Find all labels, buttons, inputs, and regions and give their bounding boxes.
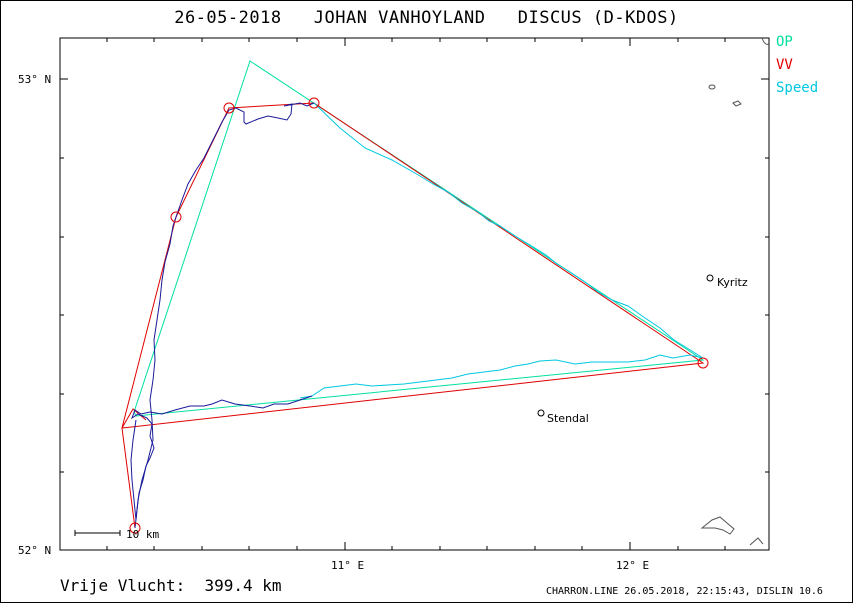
map-title: 26-05-2018 JOHAN VANHOYLAND DISCUS (D-KD… (174, 8, 679, 28)
scale-bar-label: 10 km (126, 528, 159, 541)
speed-track (299, 102, 704, 399)
town-markers: Kyritz Stendal (537, 274, 748, 425)
right-ticks (761, 78, 769, 551)
town-label-stendal: Stendal (547, 412, 589, 425)
vv-task-line (121, 102, 705, 529)
turnpoint-2 (170, 211, 182, 223)
lat-label-bottom: 52° N (18, 544, 51, 557)
legend-speed: Speed (776, 80, 819, 96)
plot-frame (59, 37, 770, 551)
turnpoint-5 (697, 357, 709, 369)
program-info: CHARRON.LINE 26.05.2018, 22:15:43, DISLI… (546, 586, 823, 597)
lon-label-11: 11° E (331, 559, 364, 572)
vv-start-mark (121, 408, 147, 429)
coastline (700, 37, 770, 546)
lat-label-top: 53° N (18, 73, 51, 86)
op-task-line (133, 60, 705, 417)
town-label-kyritz: Kyritz (717, 276, 748, 289)
distance-label: Vrije Vlucht: 399.4 km (60, 576, 282, 595)
turnpoint-3 (223, 102, 235, 114)
turnpoint-4 (308, 97, 320, 109)
turnpoint-start (129, 522, 141, 534)
legend-op: OP (776, 34, 793, 50)
town-marker-kyritz (706, 274, 714, 282)
legend-vv: VV (776, 57, 793, 73)
turnpoints (129, 97, 709, 534)
flight-track (130, 395, 313, 529)
left-ticks (60, 78, 68, 551)
lon-label-12: 12° E (616, 559, 649, 572)
top-ticks (106, 38, 726, 46)
flight-track-north (130, 102, 315, 521)
bottom-ticks (106, 542, 726, 550)
scale-bar: 10 km (74, 528, 159, 541)
town-marker-stendal (537, 409, 545, 417)
